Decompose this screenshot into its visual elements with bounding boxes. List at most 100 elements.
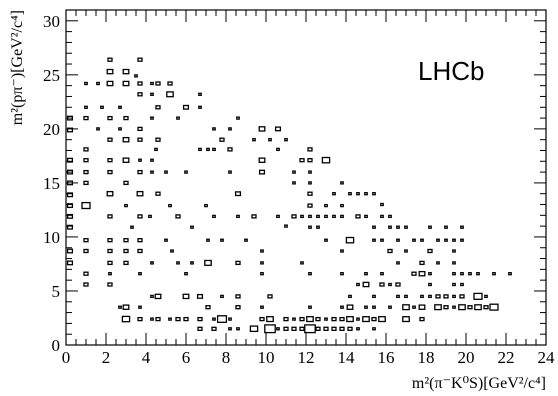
- bin-box: [331, 316, 337, 322]
- bin-box: [216, 315, 228, 323]
- bin-box: [106, 80, 114, 87]
- bin-box: [184, 272, 188, 276]
- bin-box: [404, 294, 408, 299]
- bin-box: [356, 192, 360, 196]
- x-tick-label: 16: [378, 348, 395, 367]
- bin-box: [348, 294, 352, 299]
- bin-box: [155, 81, 161, 86]
- bin-box: [395, 282, 401, 287]
- bin-box: [346, 316, 354, 323]
- bin-box: [428, 294, 432, 299]
- bin-box: [308, 225, 312, 229]
- bin-box: [388, 305, 392, 309]
- bin-box: [96, 81, 100, 86]
- bin-box: [184, 170, 188, 174]
- bin-box: [304, 324, 316, 334]
- bin-box: [308, 181, 312, 185]
- bin-box: [362, 281, 370, 288]
- bin-box: [66, 157, 74, 163]
- bin-box: [212, 147, 216, 152]
- bin-box: [459, 294, 465, 299]
- bin-box: [345, 236, 355, 244]
- bin-box: [235, 305, 241, 310]
- bin-box: [235, 260, 241, 266]
- bin-box: [228, 327, 232, 331]
- bin-box: [268, 138, 272, 142]
- bin-boxes: [66, 57, 512, 334]
- bin-box: [444, 238, 448, 242]
- bin-box: [300, 214, 304, 219]
- bin-box: [136, 190, 144, 197]
- x-tick-label: 12: [298, 348, 315, 367]
- bin-box: [249, 325, 259, 333]
- bin-box: [308, 214, 312, 219]
- bin-box: [205, 305, 211, 310]
- bin-box: [332, 192, 336, 196]
- bin-box: [212, 127, 216, 131]
- bin-box: [460, 238, 464, 242]
- bin-box: [198, 92, 202, 96]
- bin-box: [228, 170, 232, 174]
- bin-box: [244, 238, 248, 242]
- bin-box: [492, 272, 496, 276]
- bin-box: [197, 316, 203, 322]
- bin-box: [150, 81, 154, 86]
- bin-box: [164, 238, 168, 242]
- bin-box: [236, 214, 240, 219]
- bin-box: [321, 156, 331, 164]
- x-tick-label: 24: [538, 348, 556, 367]
- bin-box: [420, 238, 424, 242]
- bin-box: [307, 203, 313, 208]
- bin-box: [164, 170, 168, 174]
- bin-box: [452, 282, 456, 287]
- bin-box: [83, 282, 89, 287]
- bin-box: [123, 248, 129, 254]
- bin-box: [96, 127, 100, 131]
- bin-box: [124, 203, 128, 208]
- bin-box: [206, 238, 210, 242]
- bin-box: [211, 326, 217, 331]
- bin-box: [460, 272, 464, 276]
- bin-box: [212, 317, 216, 321]
- bin-box: [396, 225, 400, 229]
- bin-box: [150, 261, 154, 265]
- bin-box: [340, 181, 344, 185]
- bin-box: [137, 92, 143, 97]
- bin-box: [138, 305, 142, 309]
- bin-box: [212, 214, 216, 219]
- bin-box: [460, 282, 464, 287]
- y-tick-label: 15: [43, 174, 60, 193]
- bin-box: [197, 326, 203, 331]
- bin-box: [380, 238, 384, 242]
- bin-box: [155, 316, 161, 322]
- bin-box: [118, 105, 122, 109]
- bin-box: [137, 214, 143, 219]
- bin-box: [418, 270, 426, 277]
- bin-box: [175, 316, 181, 322]
- bin-box: [107, 260, 113, 266]
- bin-box: [324, 203, 328, 208]
- y-axis-label: m²(pπ⁻)[GeV²/c⁴]: [9, 10, 26, 125]
- bin-box: [356, 317, 360, 321]
- bin-box: [283, 326, 289, 331]
- bin-box: [137, 169, 143, 175]
- bin-box: [323, 326, 329, 331]
- bin-box: [258, 157, 266, 163]
- bin-box: [236, 116, 240, 120]
- bin-box: [107, 115, 113, 121]
- bin-box: [380, 202, 384, 207]
- bin-box: [404, 225, 408, 229]
- x-axis-label: m²(π⁻K⁰S)[GeV²/c⁴]: [412, 375, 546, 392]
- bin-box: [83, 147, 89, 152]
- bin-box: [427, 248, 433, 254]
- bin-box: [276, 147, 280, 152]
- bin-box: [476, 272, 480, 276]
- bin-box: [452, 249, 456, 253]
- bin-box: [418, 304, 426, 310]
- bin-box: [107, 158, 113, 163]
- bin-box: [107, 248, 113, 254]
- bin-box: [258, 126, 266, 132]
- bin-box: [340, 214, 344, 219]
- bin-box: [420, 294, 424, 299]
